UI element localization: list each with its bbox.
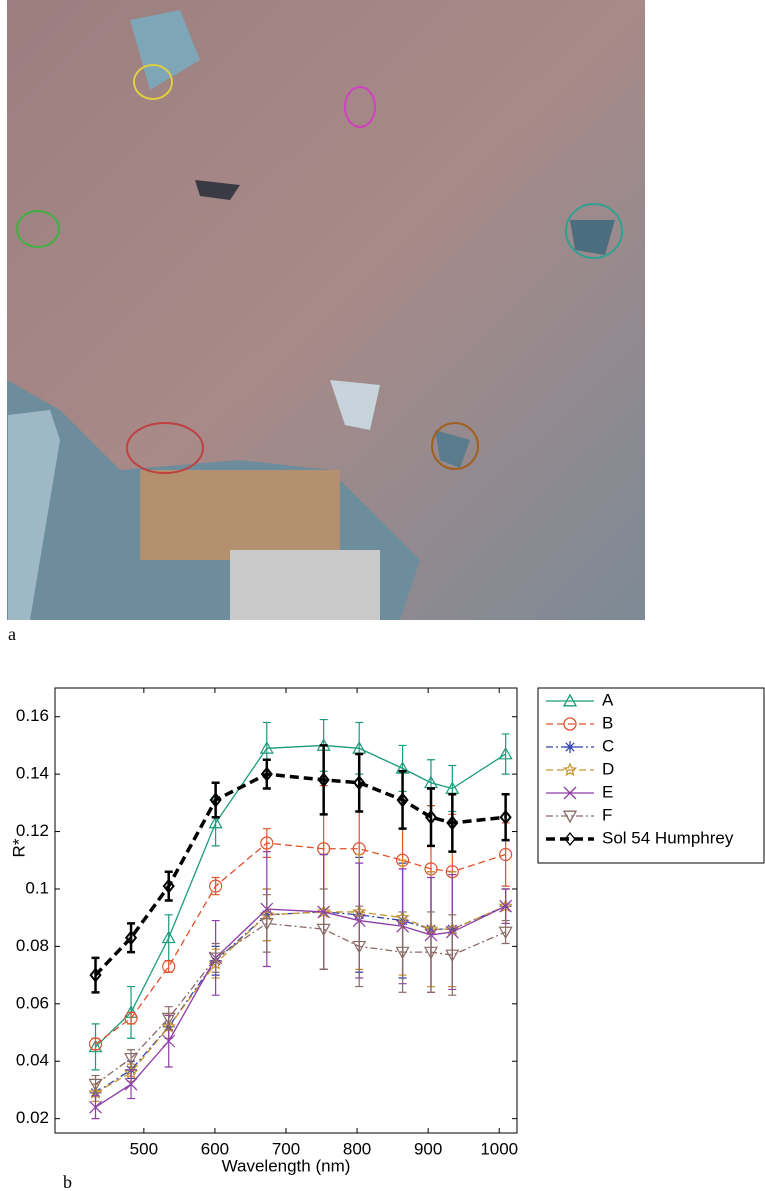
y-tick-label: 0.02 <box>16 1108 49 1127</box>
series-line <box>96 843 506 1044</box>
x-tick-label: 800 <box>343 1139 371 1158</box>
series-line <box>96 745 506 1046</box>
error-bar <box>92 958 100 992</box>
series-line <box>96 923 506 1084</box>
legend-label: Sol 54 Humphrey <box>602 828 734 847</box>
y-tick-label: 0.16 <box>16 706 49 725</box>
legend-label: F <box>602 805 612 824</box>
x-tick-label: 600 <box>201 1139 229 1158</box>
y-tick-label: 0.12 <box>16 821 49 840</box>
x-tick-label: 900 <box>414 1139 442 1158</box>
series-line <box>96 906 506 1093</box>
legend-label: B <box>602 713 613 732</box>
legend-label: E <box>602 782 613 801</box>
y-tick-label: 0.1 <box>25 878 49 897</box>
x-axis-label: Wavelength (nm) <box>222 1156 351 1175</box>
legend-label: D <box>602 759 614 778</box>
error-bar <box>127 923 135 952</box>
y-tick-label: 0.06 <box>16 993 49 1012</box>
series-line <box>96 906 506 1107</box>
y-tick-label: 0.14 <box>16 764 49 783</box>
legend-label: C <box>602 736 614 755</box>
legend-label: A <box>602 690 614 709</box>
x-tick-label: 1000 <box>480 1139 518 1158</box>
figure: a b Wavelength (nm) R* 500 600 700 800 900 10… <box>0 0 765 1191</box>
y-tick-label: 0.04 <box>16 1051 49 1070</box>
x-tick-label: 500 <box>130 1139 158 1158</box>
x-tick-label: 700 <box>272 1139 300 1158</box>
error-bar <box>502 794 510 840</box>
series-line <box>96 774 506 975</box>
photo <box>7 0 645 620</box>
panel-label: a <box>8 624 16 644</box>
legend-marker <box>564 741 576 753</box>
series-line <box>96 906 506 1093</box>
y-tick-label: 0.08 <box>16 936 49 955</box>
panel-label: b <box>63 1172 72 1191</box>
error-bar <box>165 872 173 901</box>
y-axis-label: R* <box>9 838 28 857</box>
